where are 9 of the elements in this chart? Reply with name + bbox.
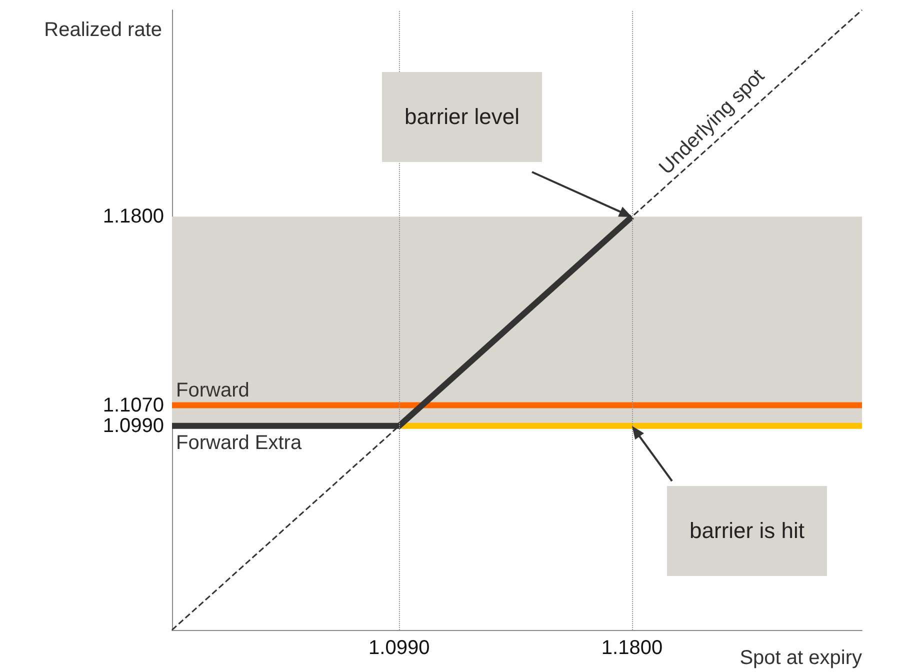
y-tick-label: 1.0990 <box>102 414 164 437</box>
y-tick-label: 1.1070 <box>102 394 164 416</box>
y-axis-title: Realized rate <box>44 19 162 41</box>
callout: barrier level <box>382 72 542 162</box>
series-label: Forward <box>176 379 250 402</box>
callout: barrier is hit <box>667 486 827 576</box>
x-axis-title: Spot at expiry <box>740 647 862 669</box>
series-label: Forward Extra <box>176 432 302 454</box>
y-tick-label: 1.1800 <box>102 206 164 228</box>
